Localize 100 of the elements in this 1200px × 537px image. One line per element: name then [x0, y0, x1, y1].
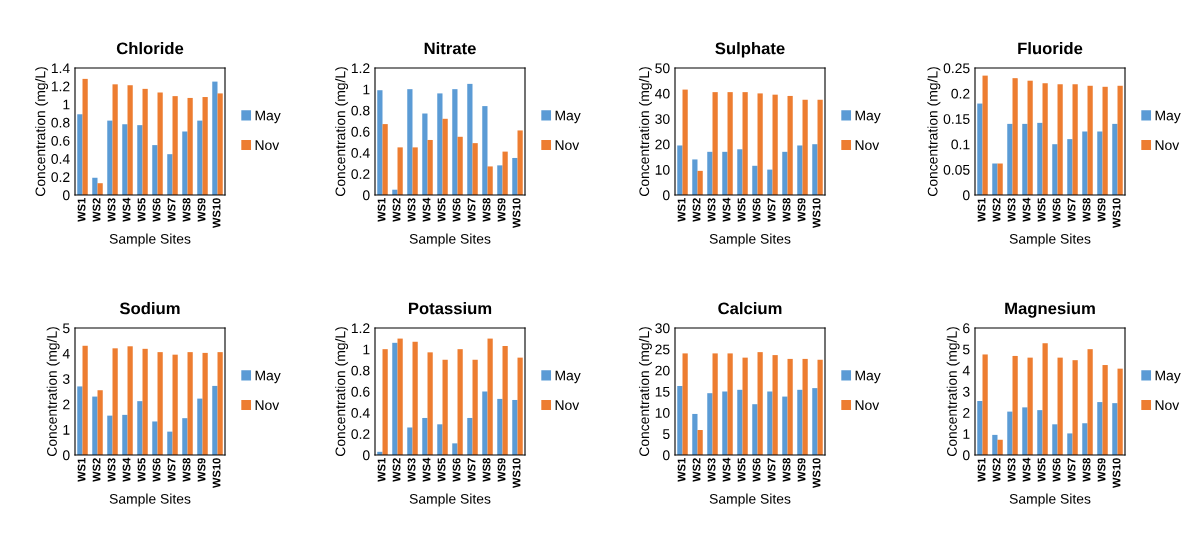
y-tick-label: 2: [963, 408, 970, 418]
x-tick-label: WS5: [737, 198, 746, 222]
bar: [697, 430, 703, 455]
x-tick-label: WS8: [182, 198, 191, 222]
chart-title: Fluoride: [1018, 42, 1083, 55]
bar: [677, 145, 683, 195]
y-tick-label: 0.8: [351, 105, 370, 116]
y-tick-label: 0.6: [351, 386, 370, 397]
bar: [457, 349, 463, 455]
y-tick-label: 5: [662, 429, 670, 439]
y-tick-label: 1: [363, 84, 370, 95]
y-tick-label: 0.2: [351, 429, 370, 439]
bar: [497, 165, 503, 195]
bar: [812, 144, 818, 195]
bar: [197, 398, 203, 455]
bar: [482, 391, 488, 455]
bar: [1052, 424, 1058, 455]
y-tick-label: 1.2: [51, 81, 70, 92]
y-tick-label: 0: [62, 450, 70, 461]
bar: [1117, 85, 1123, 195]
bar: [157, 92, 163, 195]
x-tick-label: WS4: [122, 457, 131, 482]
bar: [182, 131, 188, 195]
legend-label: May: [1155, 110, 1181, 124]
y-tick-label: 6: [963, 323, 970, 334]
x-tick-label: WS6: [452, 198, 461, 222]
bar: [82, 345, 88, 455]
bar: [797, 389, 803, 455]
x-tick-label: WS6: [752, 458, 761, 482]
bar: [787, 95, 793, 195]
bar: [137, 125, 143, 195]
y-tick-label: 5: [62, 323, 70, 334]
bar: [197, 120, 203, 195]
x-tick-label: WS3: [1007, 458, 1016, 482]
x-tick-label: WS3: [107, 198, 116, 222]
bar: [797, 145, 803, 195]
y-tick-label: 0.8: [51, 117, 70, 128]
legend-label: May: [555, 110, 581, 124]
bar: [752, 165, 758, 195]
bar: [92, 177, 98, 195]
bar: [697, 170, 703, 195]
y-tick-label: 1: [63, 425, 70, 435]
bar: [772, 94, 778, 195]
bar: [212, 385, 218, 455]
bar: [182, 418, 188, 455]
y-axis-title: Concentration (mg/L): [638, 67, 652, 197]
bar: [1022, 123, 1028, 195]
bar: [1037, 410, 1043, 455]
x-tick-label: WS4: [422, 457, 431, 482]
bar: [1117, 368, 1123, 455]
bar: [97, 390, 103, 455]
x-tick-label: WS1: [677, 198, 686, 222]
bar: [782, 151, 788, 195]
bar: [992, 434, 998, 455]
y-tick-label: 0.2: [51, 172, 70, 183]
x-axis-title: Sample Sites: [1009, 233, 1091, 247]
y-tick-label: 1: [363, 344, 370, 355]
x-axis-title: Sample Sites: [1009, 493, 1091, 507]
bar: [497, 398, 503, 455]
bar: [767, 169, 773, 195]
x-tick-label: WS4: [1022, 197, 1031, 222]
legend-label: May: [855, 110, 881, 124]
y-tick-label: 4: [62, 348, 70, 359]
x-tick-label: WS7: [767, 458, 776, 482]
y-tick-label: 0.6: [351, 126, 370, 137]
x-axis-title: Sample Sites: [109, 493, 191, 507]
bar: [107, 120, 113, 195]
bar: [437, 424, 443, 455]
bar: [1042, 83, 1048, 195]
y-tick-label: 0.05: [943, 164, 970, 175]
bar: [397, 147, 403, 195]
y-tick-label: 10: [655, 164, 670, 175]
y-tick-label: 0.8: [351, 365, 370, 376]
x-tick-label: WS10: [512, 198, 521, 229]
bar: [1082, 131, 1088, 195]
y-axis-title: Concentration (mg/L): [35, 67, 49, 197]
bar: [437, 93, 443, 195]
bar: [517, 130, 523, 195]
bar: [1052, 144, 1058, 195]
x-axis-title: Sample Sites: [109, 233, 191, 247]
bar: [1072, 84, 1078, 195]
bar: [377, 90, 383, 195]
x-tick-label: WS10: [1112, 198, 1121, 229]
x-tick-label: WS2: [92, 458, 101, 482]
bar: [77, 386, 83, 455]
x-tick-label: WS2: [692, 198, 701, 222]
x-tick-label: WS9: [797, 198, 806, 222]
y-axis-title: Concentration (mg/L): [638, 327, 652, 457]
x-tick-label: WS8: [782, 458, 791, 482]
bar: [112, 84, 118, 195]
bar: [692, 413, 698, 455]
chart-title: Sodium: [119, 302, 180, 315]
bar: [412, 147, 418, 195]
chart-title: Calcium: [718, 302, 782, 315]
bar: [752, 404, 758, 455]
x-tick-label: WS7: [167, 198, 176, 222]
bar: [1102, 365, 1108, 455]
x-tick-label: WS9: [1097, 198, 1106, 222]
x-tick-label: WS2: [92, 198, 101, 222]
bar: [727, 353, 733, 455]
